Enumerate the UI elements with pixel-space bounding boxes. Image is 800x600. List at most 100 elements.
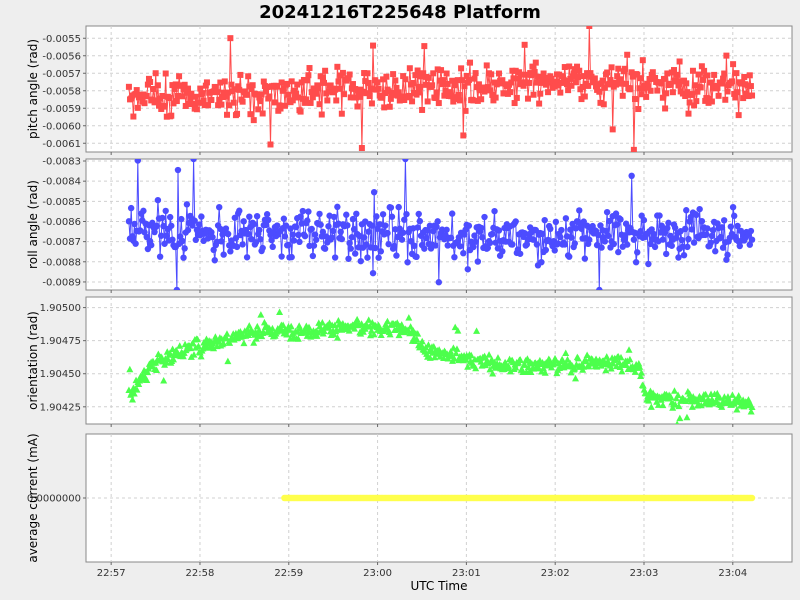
- data-point: [189, 339, 197, 347]
- y-tick-label: 0.0000000: [27, 494, 81, 505]
- data-point: [417, 73, 424, 80]
- y-tick-label: -0.0061: [42, 139, 81, 150]
- data-point: [443, 70, 450, 77]
- data-point: [644, 80, 651, 87]
- data-point: [407, 238, 415, 245]
- data-point: [311, 231, 319, 238]
- data-point: [128, 395, 136, 403]
- data-point: [264, 83, 271, 90]
- data-point: [237, 71, 244, 78]
- data-point: [310, 85, 317, 92]
- data-point: [685, 110, 692, 117]
- data-point: [729, 203, 737, 211]
- data-point: [378, 94, 385, 101]
- data-point: [126, 365, 134, 373]
- data-point: [390, 71, 397, 78]
- data-point: [659, 236, 667, 243]
- data-point: [228, 81, 235, 88]
- data-point: [454, 77, 461, 84]
- data-point: [527, 368, 535, 376]
- data-point: [668, 242, 675, 249]
- data-point: [283, 331, 291, 338]
- data-point: [690, 239, 698, 246]
- data-point: [216, 203, 223, 211]
- data-point: [626, 355, 634, 363]
- data-point: [252, 239, 260, 246]
- data-point: [541, 369, 549, 376]
- data-point: [508, 79, 515, 86]
- data-point: [698, 63, 705, 70]
- data-point: [328, 234, 335, 241]
- data-point: [444, 80, 451, 87]
- data-point: [492, 94, 499, 101]
- data-point: [346, 239, 353, 247]
- data-point: [734, 89, 741, 96]
- data-point: [148, 241, 155, 249]
- data-point: [158, 232, 165, 239]
- data-point: [617, 76, 624, 83]
- data-point: [602, 227, 610, 235]
- data-point: [724, 88, 731, 95]
- data-point: [460, 249, 467, 257]
- data-point: [296, 238, 303, 246]
- data-point: [506, 367, 514, 375]
- data-point: [643, 93, 650, 100]
- data-point: [521, 361, 529, 368]
- data-point: [703, 95, 710, 102]
- data-point: [297, 108, 304, 115]
- data-point: [349, 215, 357, 223]
- data-point: [271, 99, 278, 106]
- data-point: [225, 89, 232, 96]
- data-point: [244, 91, 251, 98]
- data-point: [143, 376, 151, 383]
- data-point: [507, 89, 514, 96]
- data-point: [540, 70, 547, 77]
- data-point: [718, 224, 726, 231]
- data-point: [362, 78, 369, 85]
- data-point: [645, 260, 652, 268]
- data-point: [413, 335, 421, 343]
- data-point: [671, 67, 678, 74]
- data-point: [583, 351, 591, 358]
- data-point: [194, 342, 202, 350]
- data-point: [444, 242, 451, 249]
- data-point: [736, 242, 743, 250]
- data-point: [176, 342, 184, 349]
- data-point: [703, 231, 710, 238]
- data-point: [276, 102, 283, 109]
- data-point: [309, 252, 317, 260]
- data-point: [541, 216, 548, 224]
- data-point: [654, 401, 662, 408]
- data-point: [683, 207, 690, 214]
- data-point: [215, 102, 222, 109]
- data-point: [255, 106, 262, 113]
- data-point: [268, 236, 275, 244]
- data-point: [325, 88, 332, 95]
- data-point: [414, 67, 421, 74]
- data-point: [566, 63, 573, 70]
- data-point: [559, 73, 566, 80]
- data-point: [693, 98, 700, 105]
- data-point: [748, 403, 756, 411]
- data-point: [208, 229, 215, 236]
- data-point: [184, 226, 192, 234]
- data-point: [600, 101, 607, 108]
- data-point: [125, 218, 133, 225]
- data-point: [692, 82, 699, 89]
- x-tick-label: 23:02: [541, 568, 570, 579]
- data-point: [369, 269, 377, 277]
- data-point: [745, 93, 752, 100]
- data-point: [552, 78, 559, 85]
- data-point: [674, 391, 682, 399]
- data-point: [244, 230, 252, 238]
- data-point: [224, 111, 231, 118]
- data-point: [749, 92, 756, 99]
- data-point: [395, 89, 402, 96]
- data-point: [424, 341, 432, 348]
- data-point: [746, 72, 753, 79]
- data-point: [403, 210, 410, 218]
- data-point: [442, 87, 449, 94]
- data-point: [509, 67, 516, 74]
- data-point: [277, 105, 284, 112]
- data-point: [436, 77, 443, 84]
